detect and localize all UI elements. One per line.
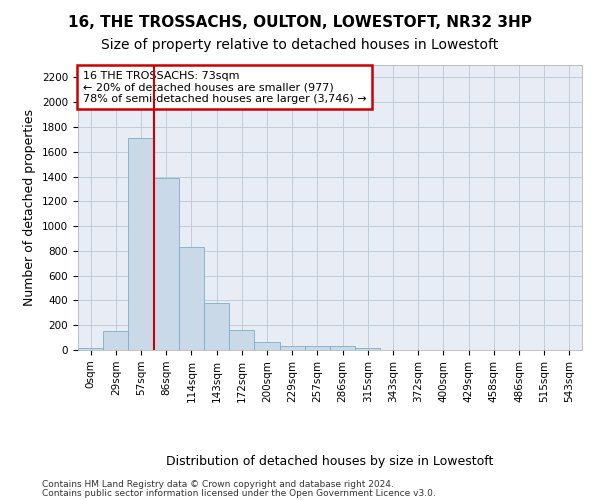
Bar — [280, 346, 305, 350]
X-axis label: Distribution of detached houses by size in Lowestoft: Distribution of detached houses by size … — [166, 454, 494, 468]
Bar — [154, 178, 179, 350]
Text: Size of property relative to detached houses in Lowestoft: Size of property relative to detached ho… — [101, 38, 499, 52]
Text: Contains HM Land Registry data © Crown copyright and database right 2024.: Contains HM Land Registry data © Crown c… — [42, 480, 394, 489]
Bar — [330, 346, 355, 350]
Bar — [78, 348, 103, 350]
Y-axis label: Number of detached properties: Number of detached properties — [23, 109, 37, 306]
Bar — [103, 331, 128, 350]
Text: 16, THE TROSSACHS, OULTON, LOWESTOFT, NR32 3HP: 16, THE TROSSACHS, OULTON, LOWESTOFT, NR… — [68, 15, 532, 30]
Bar — [355, 348, 380, 350]
Bar — [254, 342, 280, 350]
Text: Contains public sector information licensed under the Open Government Licence v3: Contains public sector information licen… — [42, 488, 436, 498]
Bar — [179, 246, 204, 350]
Bar — [229, 330, 254, 350]
Text: 16 THE TROSSACHS: 73sqm
← 20% of detached houses are smaller (977)
78% of semi-d: 16 THE TROSSACHS: 73sqm ← 20% of detache… — [83, 70, 367, 104]
Bar — [204, 303, 229, 350]
Bar — [305, 346, 330, 350]
Bar — [128, 138, 154, 350]
